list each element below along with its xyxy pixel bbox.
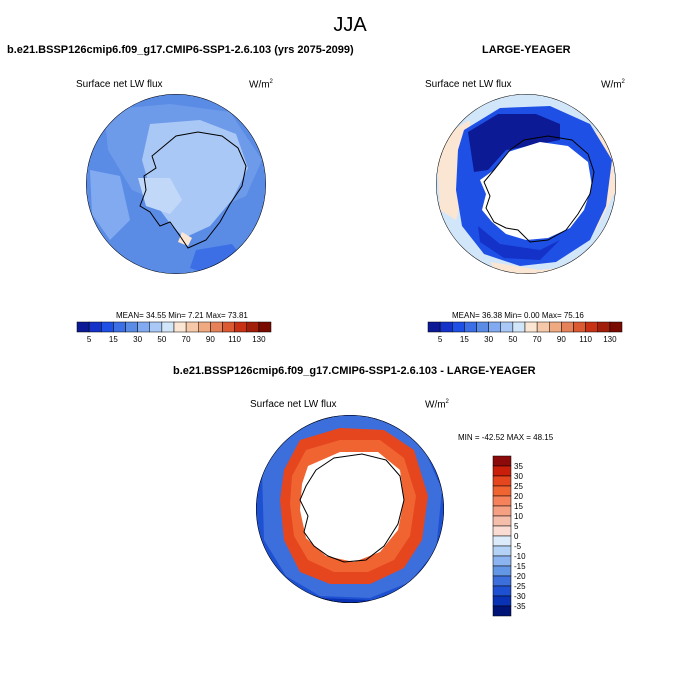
panel-c-units: W/m2 [425, 399, 449, 411]
panel-b-field-label: Surface net LW flux [425, 79, 512, 90]
colorbar-tick-label: -35 [514, 602, 526, 611]
colorbar-swatch [88, 321, 102, 333]
colorbar-swatch [573, 321, 586, 333]
panel-a-stats: MEAN= 34.55 Min= 7.21 Max= 73.81 [116, 311, 248, 320]
panel-a-colorbar: 5 15 30 50 70 90 110 130 [76, 321, 272, 344]
panel-b-units: W/m2 [601, 79, 625, 91]
colorbar-swatch [173, 321, 187, 333]
panel-b-map [436, 94, 616, 274]
colorbar-tick-label: 110 [228, 335, 241, 344]
colorbar-swatch [492, 535, 512, 547]
colorbar-swatch [492, 605, 512, 617]
colorbar-swatch [492, 515, 512, 527]
colorbar-swatch [524, 321, 538, 333]
panel-c-field-label: Surface net LW flux [250, 399, 337, 410]
colorbar-swatch [492, 555, 512, 567]
colorbar-tick-label: 15 [514, 502, 523, 511]
colorbar-swatch [161, 321, 175, 333]
colorbar-swatch [76, 321, 90, 333]
colorbar-swatch [101, 321, 114, 333]
colorbar-swatch [125, 321, 138, 333]
colorbar-swatch [492, 595, 512, 607]
panel-a-map [86, 94, 266, 274]
colorbar-swatch [137, 321, 150, 333]
colorbar-swatch [492, 485, 512, 497]
colorbar-tick-label: 0 [514, 532, 519, 541]
colorbar-swatch [512, 321, 526, 333]
colorbar-tick-label: -5 [514, 542, 522, 551]
colorbar-tick-label: 70 [182, 335, 191, 344]
colorbar-tick-label: 50 [508, 335, 517, 344]
colorbar-tick-label: 90 [206, 335, 215, 344]
colorbar-swatch [536, 321, 550, 333]
colorbar-swatch [585, 321, 598, 333]
colorbar-swatch [439, 321, 453, 333]
colorbar-swatch [561, 321, 574, 333]
colorbar-tick-label: 10 [514, 512, 523, 521]
colorbar-swatch [149, 321, 163, 333]
colorbar-swatch [597, 321, 611, 333]
colorbar-swatch [492, 495, 512, 507]
panel-c-map [256, 415, 444, 603]
colorbar-tick-label: 90 [557, 335, 566, 344]
colorbar-swatch [210, 321, 223, 333]
colorbar-tick-label: 25 [514, 482, 523, 491]
panel-b-stats: MEAN= 36.38 Min= 0.00 Max= 75.16 [452, 311, 584, 320]
colorbar-tick-label: 15 [109, 335, 118, 344]
colorbar-swatch [492, 545, 512, 557]
colorbar-tick-label: 30 [133, 335, 142, 344]
colorbar-swatch [492, 465, 512, 477]
colorbar-tick-label: -10 [514, 552, 526, 561]
colorbar-swatch [476, 321, 489, 333]
colorbar-tick-label: 5 [514, 522, 519, 531]
panel-a-title: b.e21.BSSP126cmip6.f09_g17.CMIP6-SSP1-2.… [7, 44, 354, 56]
colorbar-swatch [488, 321, 501, 333]
colorbar-swatch [492, 455, 512, 467]
panel-b-colorbar: 5 15 30 50 70 90 110 130 [427, 321, 623, 344]
colorbar-swatch [222, 321, 235, 333]
colorbar-swatch [427, 321, 441, 333]
panel-b-title: LARGE-YEAGER [482, 44, 571, 56]
colorbar-tick-label: 20 [514, 492, 523, 501]
colorbar-tick-label: 35 [514, 462, 523, 471]
panel-a-field-label: Surface net LW flux [76, 79, 163, 90]
colorbar-swatch [198, 321, 211, 333]
colorbar-tick-label: 15 [460, 335, 469, 344]
colorbar-swatch [609, 321, 623, 333]
colorbar-swatch [113, 321, 126, 333]
colorbar-swatch [492, 505, 512, 517]
colorbar-swatch [492, 525, 512, 537]
colorbar-tick-label: 30 [514, 472, 523, 481]
colorbar-swatch [549, 321, 562, 333]
colorbar-tick-label: 70 [533, 335, 542, 344]
colorbar-tick-label: 130 [603, 335, 617, 344]
panel-c-stats: MIN = -42.52 MAX = 48.15 [458, 433, 554, 442]
colorbar-tick-label: -30 [514, 592, 526, 601]
colorbar-swatch [492, 575, 512, 587]
colorbar-tick-label: 110 [579, 335, 592, 344]
colorbar-tick-label: 5 [438, 335, 443, 344]
colorbar-swatch [464, 321, 477, 333]
colorbar-swatch [185, 321, 199, 333]
colorbar-swatch [492, 475, 512, 487]
colorbar-swatch [500, 321, 514, 333]
colorbar-swatch [234, 321, 247, 333]
colorbar-tick-label: -15 [514, 562, 526, 571]
figure-title: JJA [333, 14, 367, 36]
colorbar-tick-label: 50 [157, 335, 166, 344]
colorbar-tick-label: -20 [514, 572, 526, 581]
colorbar-swatch [492, 565, 512, 577]
colorbar-tick-label: 30 [484, 335, 493, 344]
colorbar-tick-label: -25 [514, 582, 526, 591]
colorbar-swatch [452, 321, 465, 333]
panel-c-title: b.e21.BSSP126cmip6.f09_g17.CMIP6-SSP1-2.… [173, 365, 536, 377]
colorbar-tick-label: 130 [252, 335, 266, 344]
panel-a-units: W/m2 [249, 79, 273, 91]
colorbar-swatch [246, 321, 260, 333]
colorbar-tick-label: 5 [87, 335, 92, 344]
colorbar-swatch [492, 585, 512, 597]
colorbar-swatch [258, 321, 272, 333]
